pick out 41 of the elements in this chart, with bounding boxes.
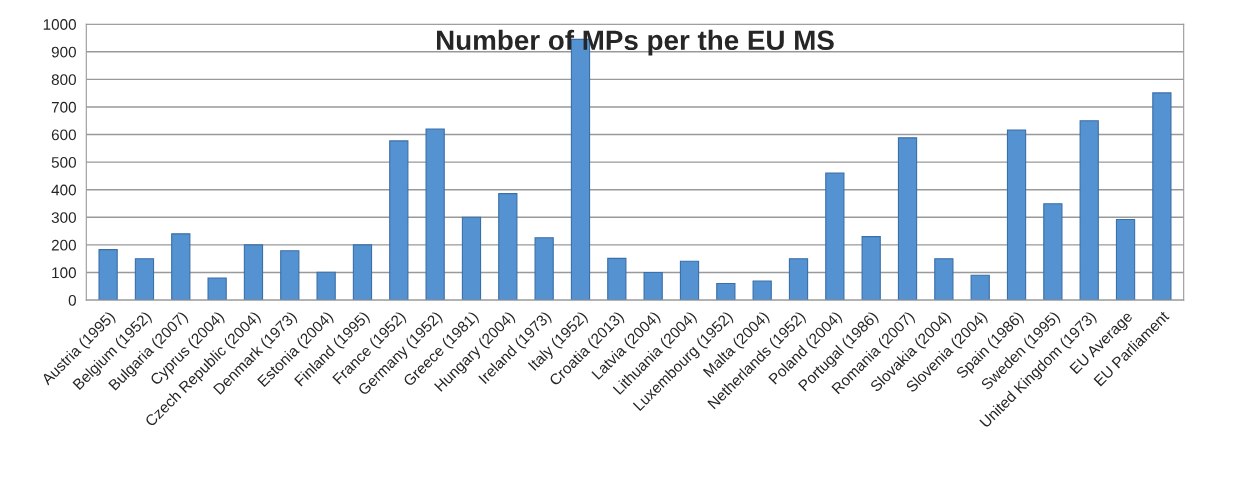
y-tick-label: 600 [51, 129, 76, 141]
bar [788, 258, 809, 301]
y-tick-label: 500 [51, 157, 76, 168]
bar [243, 244, 264, 301]
chart-title: Number of MPs per the EU MS [436, 29, 834, 56]
y-tick-label: 0 [68, 294, 76, 306]
bar [171, 233, 191, 301]
bar [352, 244, 373, 301]
bar [1152, 92, 1172, 301]
bar [280, 250, 300, 301]
bar [897, 137, 918, 301]
bar [498, 193, 518, 301]
bar [861, 236, 881, 301]
y-tick-label: 700 [51, 101, 76, 113]
y-tick-label: 100 [52, 267, 76, 279]
bar [679, 260, 700, 301]
bar [1079, 120, 1099, 301]
bar [970, 274, 990, 301]
y-tick-label: 900 [51, 46, 76, 58]
bar [389, 140, 409, 301]
bar [825, 172, 845, 301]
y-tick-label: 400 [51, 184, 76, 196]
bar [1043, 203, 1063, 301]
bar [316, 271, 336, 301]
bar [207, 277, 227, 301]
bar [425, 128, 445, 301]
bar [98, 249, 118, 301]
bar [461, 216, 482, 301]
y-tick-label: 200 [51, 239, 76, 251]
y-tick-label: 1000 [43, 19, 76, 30]
bar [934, 258, 954, 301]
y-tick-label: 800 [51, 74, 76, 86]
bar [752, 280, 772, 301]
bar [534, 237, 554, 301]
y-tick-label: 300 [51, 212, 76, 223]
bar [643, 271, 663, 301]
bar [607, 257, 627, 301]
bar [716, 282, 736, 301]
bar [1006, 129, 1027, 301]
bar [134, 258, 155, 301]
bar [1115, 218, 1136, 301]
